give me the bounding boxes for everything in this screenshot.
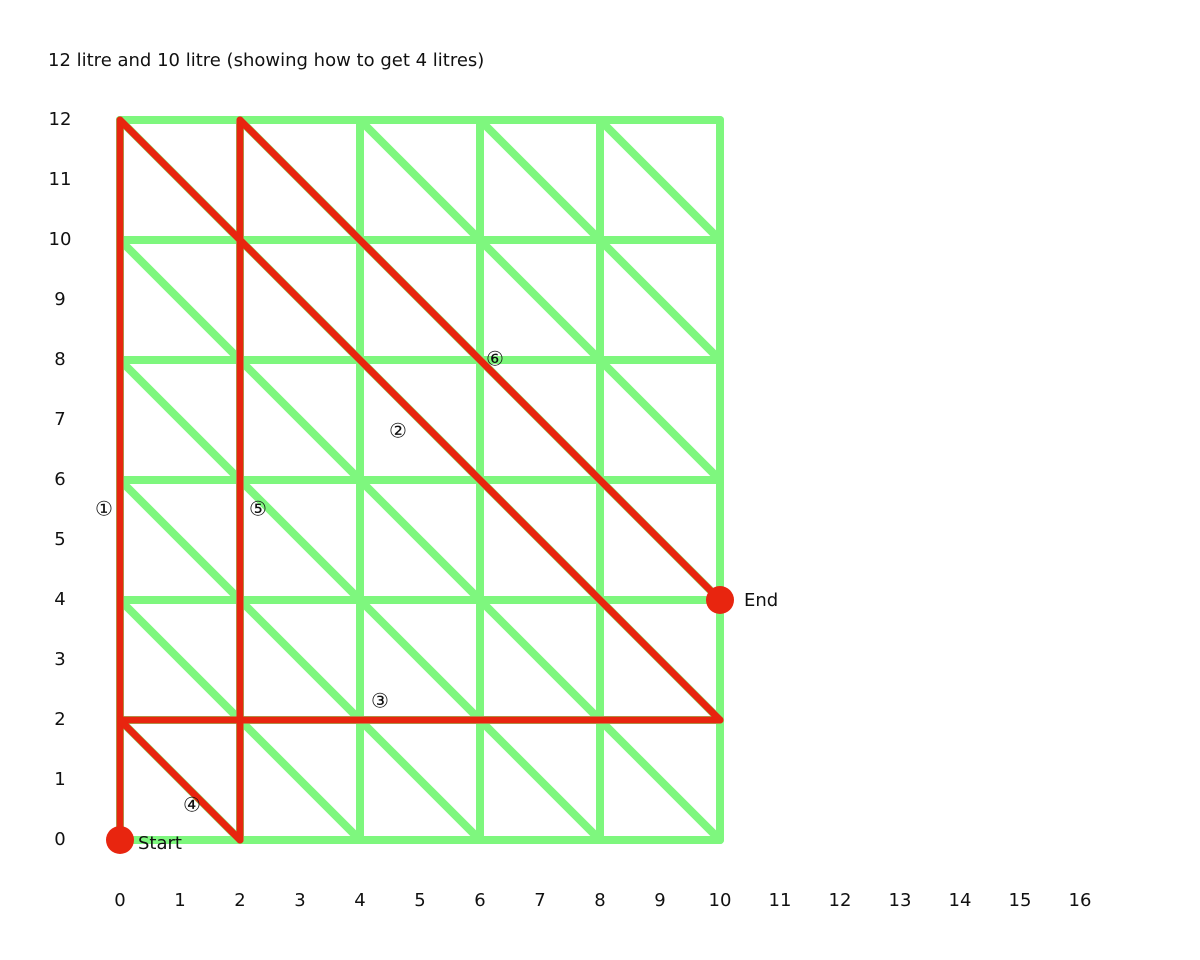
y-tick-label: 9 — [54, 289, 65, 310]
grid-line — [596, 716, 724, 844]
y-tick-label: 12 — [49, 109, 72, 130]
grid-line — [236, 716, 364, 844]
grid-line — [116, 596, 244, 724]
y-tick-label: 5 — [54, 529, 65, 550]
x-tick-label: 13 — [889, 890, 912, 911]
x-tick-label: 16 — [1069, 890, 1092, 911]
x-tick-label: 15 — [1009, 890, 1032, 911]
x-tick-label: 6 — [474, 890, 485, 911]
path-step — [116, 716, 244, 844]
y-tick-label: 8 — [54, 349, 65, 370]
step-label: ⑤ — [249, 497, 267, 521]
start-label: Start — [138, 833, 182, 854]
grid-line — [476, 116, 604, 244]
step-label: ③ — [371, 689, 389, 713]
x-tick-label: 7 — [534, 890, 545, 911]
grid-line — [356, 116, 484, 244]
x-tick-label: 12 — [829, 890, 852, 911]
x-tick-label: 4 — [354, 890, 365, 911]
grid-line — [236, 476, 364, 604]
grid-line — [356, 716, 484, 844]
y-tick-label: 3 — [54, 649, 65, 670]
path-step — [116, 116, 724, 724]
y-tick-label: 7 — [54, 409, 65, 430]
x-tick-label: 2 — [234, 890, 245, 911]
grid-line — [236, 596, 364, 724]
y-tick-label: 2 — [54, 709, 65, 730]
x-tick-label: 3 — [294, 890, 305, 911]
x-tick-label: 10 — [709, 890, 732, 911]
x-tick-label: 11 — [769, 890, 792, 911]
grid-line — [356, 476, 484, 604]
x-tick-label: 5 — [414, 890, 425, 911]
grid-line — [596, 356, 724, 484]
x-tick-label: 0 — [114, 890, 125, 911]
x-tick-label: 14 — [949, 890, 972, 911]
y-tick-label: 0 — [54, 829, 65, 850]
x-tick-label: 1 — [174, 890, 185, 911]
step-label: ① — [95, 497, 113, 521]
grid-line — [596, 116, 724, 244]
grid-line — [596, 236, 724, 364]
start-point — [106, 826, 134, 854]
step-label: ④ — [183, 793, 201, 817]
grid-line — [116, 476, 244, 604]
grid-line — [476, 596, 604, 724]
end-point — [706, 586, 734, 614]
x-tick-label: 8 — [594, 890, 605, 911]
y-tick-label: 10 — [49, 229, 72, 250]
grid-line — [476, 716, 604, 844]
step-label: ⑥ — [486, 347, 504, 371]
y-tick-label: 1 — [54, 769, 65, 790]
y-tick-label: 6 — [54, 469, 65, 490]
x-tick-label: 9 — [654, 890, 665, 911]
y-tick-label: 4 — [54, 589, 65, 610]
grid-line — [116, 236, 244, 364]
grid-line — [236, 356, 364, 484]
grid-line — [356, 596, 484, 724]
title: 12 litre and 10 litre (showing how to ge… — [48, 50, 484, 71]
path-step — [236, 116, 724, 604]
step-label: ② — [389, 419, 407, 443]
y-tick-label: 11 — [49, 169, 72, 190]
end-label: End — [744, 590, 778, 611]
grid-line — [116, 356, 244, 484]
grid-line — [476, 236, 604, 364]
